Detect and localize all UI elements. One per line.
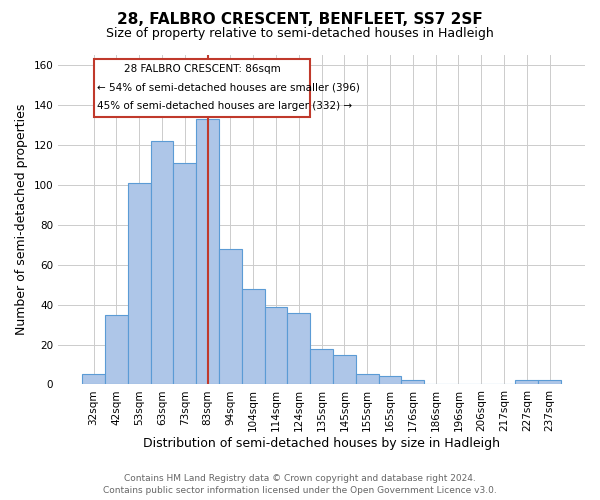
Bar: [128, 183, 151, 384]
Bar: [219, 248, 242, 384]
X-axis label: Distribution of semi-detached houses by size in Hadleigh: Distribution of semi-detached houses by …: [143, 437, 500, 450]
Bar: [287, 312, 310, 384]
Bar: [538, 380, 561, 384]
Text: 28, FALBRO CRESCENT, BENFLEET, SS7 2SF: 28, FALBRO CRESCENT, BENFLEET, SS7 2SF: [117, 12, 483, 28]
Bar: [196, 119, 219, 384]
Bar: [515, 380, 538, 384]
Bar: [151, 141, 173, 384]
Bar: [94, 59, 310, 117]
Bar: [356, 374, 379, 384]
Bar: [82, 374, 105, 384]
Bar: [242, 288, 265, 384]
Bar: [401, 380, 424, 384]
Text: Size of property relative to semi-detached houses in Hadleigh: Size of property relative to semi-detach…: [106, 28, 494, 40]
Bar: [105, 314, 128, 384]
Bar: [265, 306, 287, 384]
Bar: [310, 348, 333, 384]
Text: Contains HM Land Registry data © Crown copyright and database right 2024.
Contai: Contains HM Land Registry data © Crown c…: [103, 474, 497, 495]
Text: ← 54% of semi-detached houses are smaller (396): ← 54% of semi-detached houses are smalle…: [97, 83, 360, 93]
Y-axis label: Number of semi-detached properties: Number of semi-detached properties: [15, 104, 28, 336]
Text: 45% of semi-detached houses are larger (332) →: 45% of semi-detached houses are larger (…: [97, 102, 353, 112]
Bar: [173, 163, 196, 384]
Bar: [333, 354, 356, 384]
Text: 28 FALBRO CRESCENT: 86sqm: 28 FALBRO CRESCENT: 86sqm: [124, 64, 280, 74]
Bar: [379, 376, 401, 384]
